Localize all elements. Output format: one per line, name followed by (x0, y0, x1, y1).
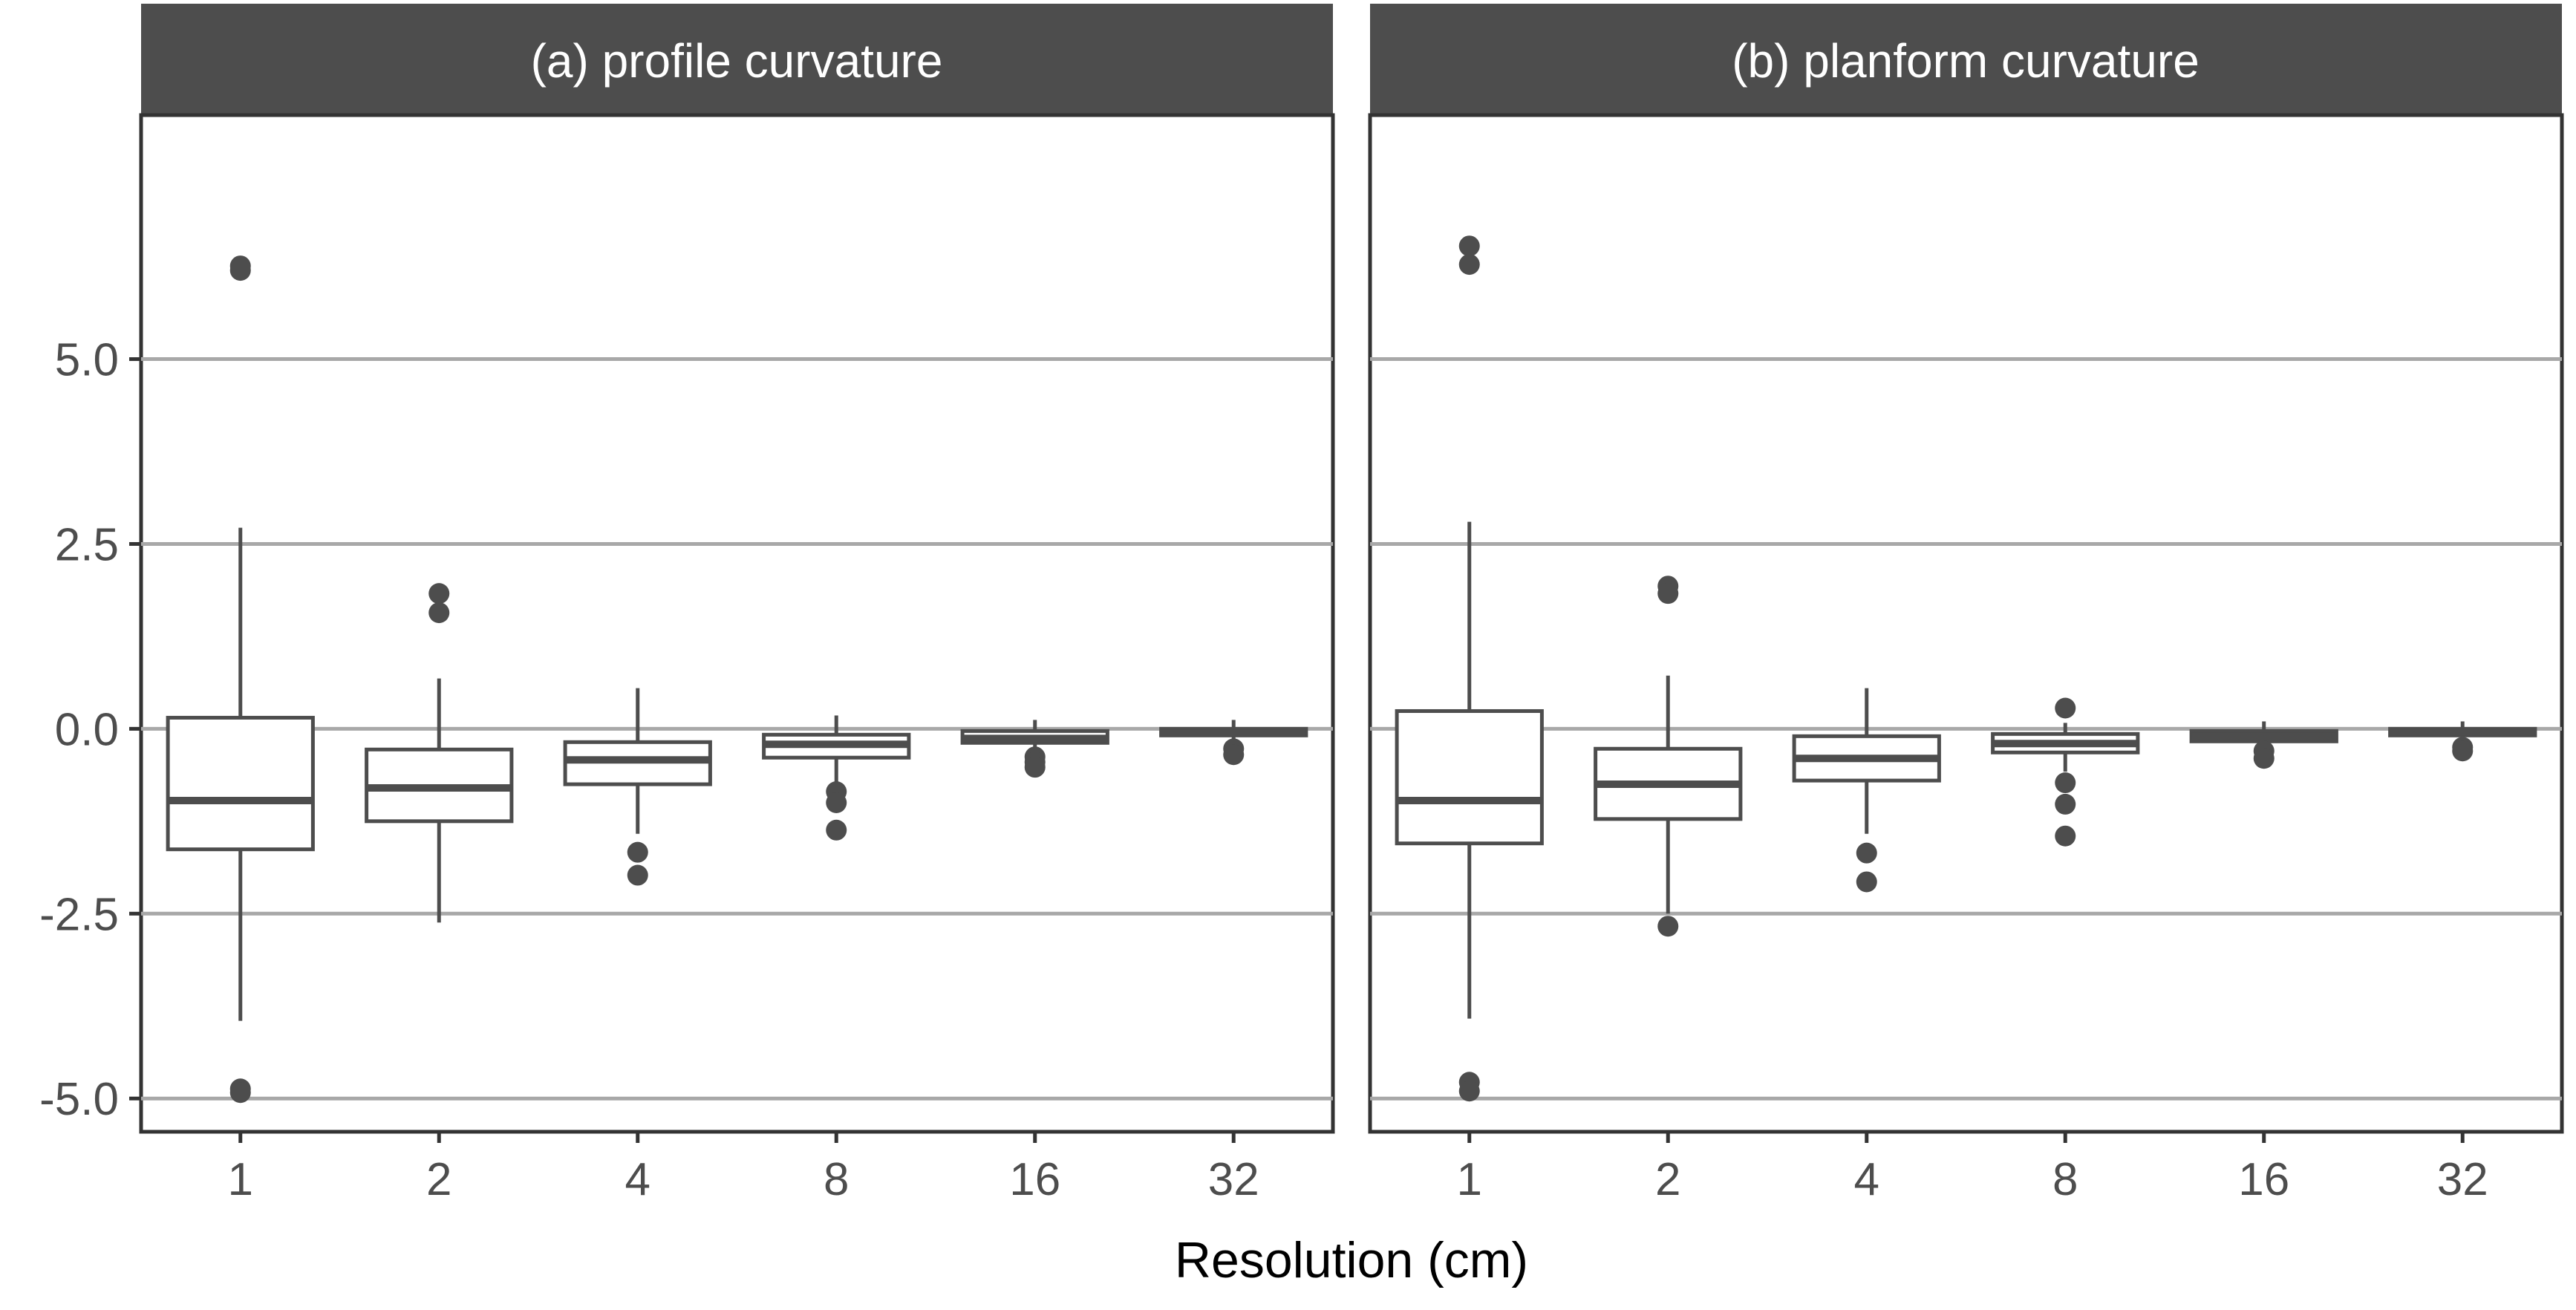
y-tick-label: -5.0 (39, 1074, 119, 1125)
outlier-point (2055, 697, 2076, 719)
x-tick-label: 16 (2238, 1154, 2289, 1205)
outlier-point (1024, 757, 1046, 778)
box-1 (1395, 235, 1544, 1102)
box-2 (365, 583, 514, 923)
boxes (1395, 235, 2537, 1102)
y-tick-label: -2.5 (39, 889, 119, 940)
x-tick-label: 32 (1208, 1154, 1259, 1205)
outlier-point (1856, 871, 1877, 893)
outlier-point (826, 819, 847, 841)
x-tick-label: 32 (2437, 1154, 2488, 1205)
outlier-point (1223, 744, 1245, 766)
outlier-point (627, 864, 648, 886)
outlier-point (627, 841, 648, 863)
box-2 (1594, 576, 1743, 937)
x-tick-label: 8 (824, 1154, 849, 1205)
strip-background (1370, 4, 2562, 115)
grid-lines (141, 357, 1333, 1101)
outlier-point (2055, 793, 2076, 815)
y-tick-label: 5.0 (55, 335, 119, 386)
x-tick-label: 4 (1854, 1154, 1879, 1205)
box-4 (563, 688, 712, 886)
outlier-point (1458, 254, 1480, 276)
x-tick-label: 4 (625, 1154, 650, 1205)
outlier-point (1657, 583, 1679, 605)
panel-profile-curvature: (a) profile curvature 1 2 4 8 16 32 (139, 4, 1335, 1205)
outlier-point (2253, 748, 2275, 769)
x-axis-ticks: 1 2 4 8 16 32 (228, 1132, 1259, 1205)
outlier-point (428, 583, 450, 605)
box-8 (762, 715, 911, 841)
outlier-point (1458, 235, 1480, 257)
box-16 (960, 720, 1109, 778)
x-tick-label: 8 (2052, 1154, 2078, 1205)
x-axis-ticks: 1 2 4 8 16 32 (1457, 1132, 2488, 1205)
x-tick-label: 16 (1009, 1154, 1060, 1205)
y-tick-label: 0.0 (55, 704, 119, 755)
box-32 (1159, 720, 1308, 766)
box-1 (166, 255, 315, 1104)
panel-planform-curvature: (b) planform curvature 1 2 4 8 16 32 (1368, 4, 2564, 1205)
outlier-point (229, 1082, 251, 1104)
y-tick-label: 2.5 (55, 519, 119, 570)
panel-title: (b) planform curvature (1732, 34, 2200, 88)
x-tick-label: 1 (228, 1154, 253, 1205)
panel-border (139, 113, 1335, 1134)
panel-title: (a) profile curvature (531, 34, 943, 88)
outlier-point (2452, 740, 2474, 762)
outlier-point (1458, 1081, 1480, 1102)
x-tick-label: 1 (1457, 1154, 1482, 1205)
outlier-point (2055, 772, 2076, 794)
box-32 (2388, 721, 2537, 762)
panel-border (1368, 113, 2564, 1134)
box-16 (2189, 721, 2338, 769)
y-axis: 5.0 2.5 0.0 -2.5 -5.0 (39, 335, 141, 1125)
grid-lines (1370, 357, 2562, 1101)
iqr-box (1395, 708, 1544, 846)
outlier-point (229, 255, 251, 277)
outlier-point (826, 792, 847, 813)
iqr-box (166, 715, 315, 852)
x-tick-label: 2 (426, 1154, 451, 1205)
boxes (166, 255, 1308, 1104)
outlier-point (1856, 842, 1877, 864)
box-8 (1991, 697, 2140, 847)
box-4 (1792, 688, 1941, 893)
strip-background (141, 4, 1333, 115)
outlier-point (428, 602, 450, 624)
x-tick-label: 2 (1655, 1154, 1680, 1205)
outlier-point (2055, 825, 2076, 847)
x-axis-title: Resolution (cm) (1175, 1232, 1528, 1288)
outlier-point (1657, 916, 1679, 937)
